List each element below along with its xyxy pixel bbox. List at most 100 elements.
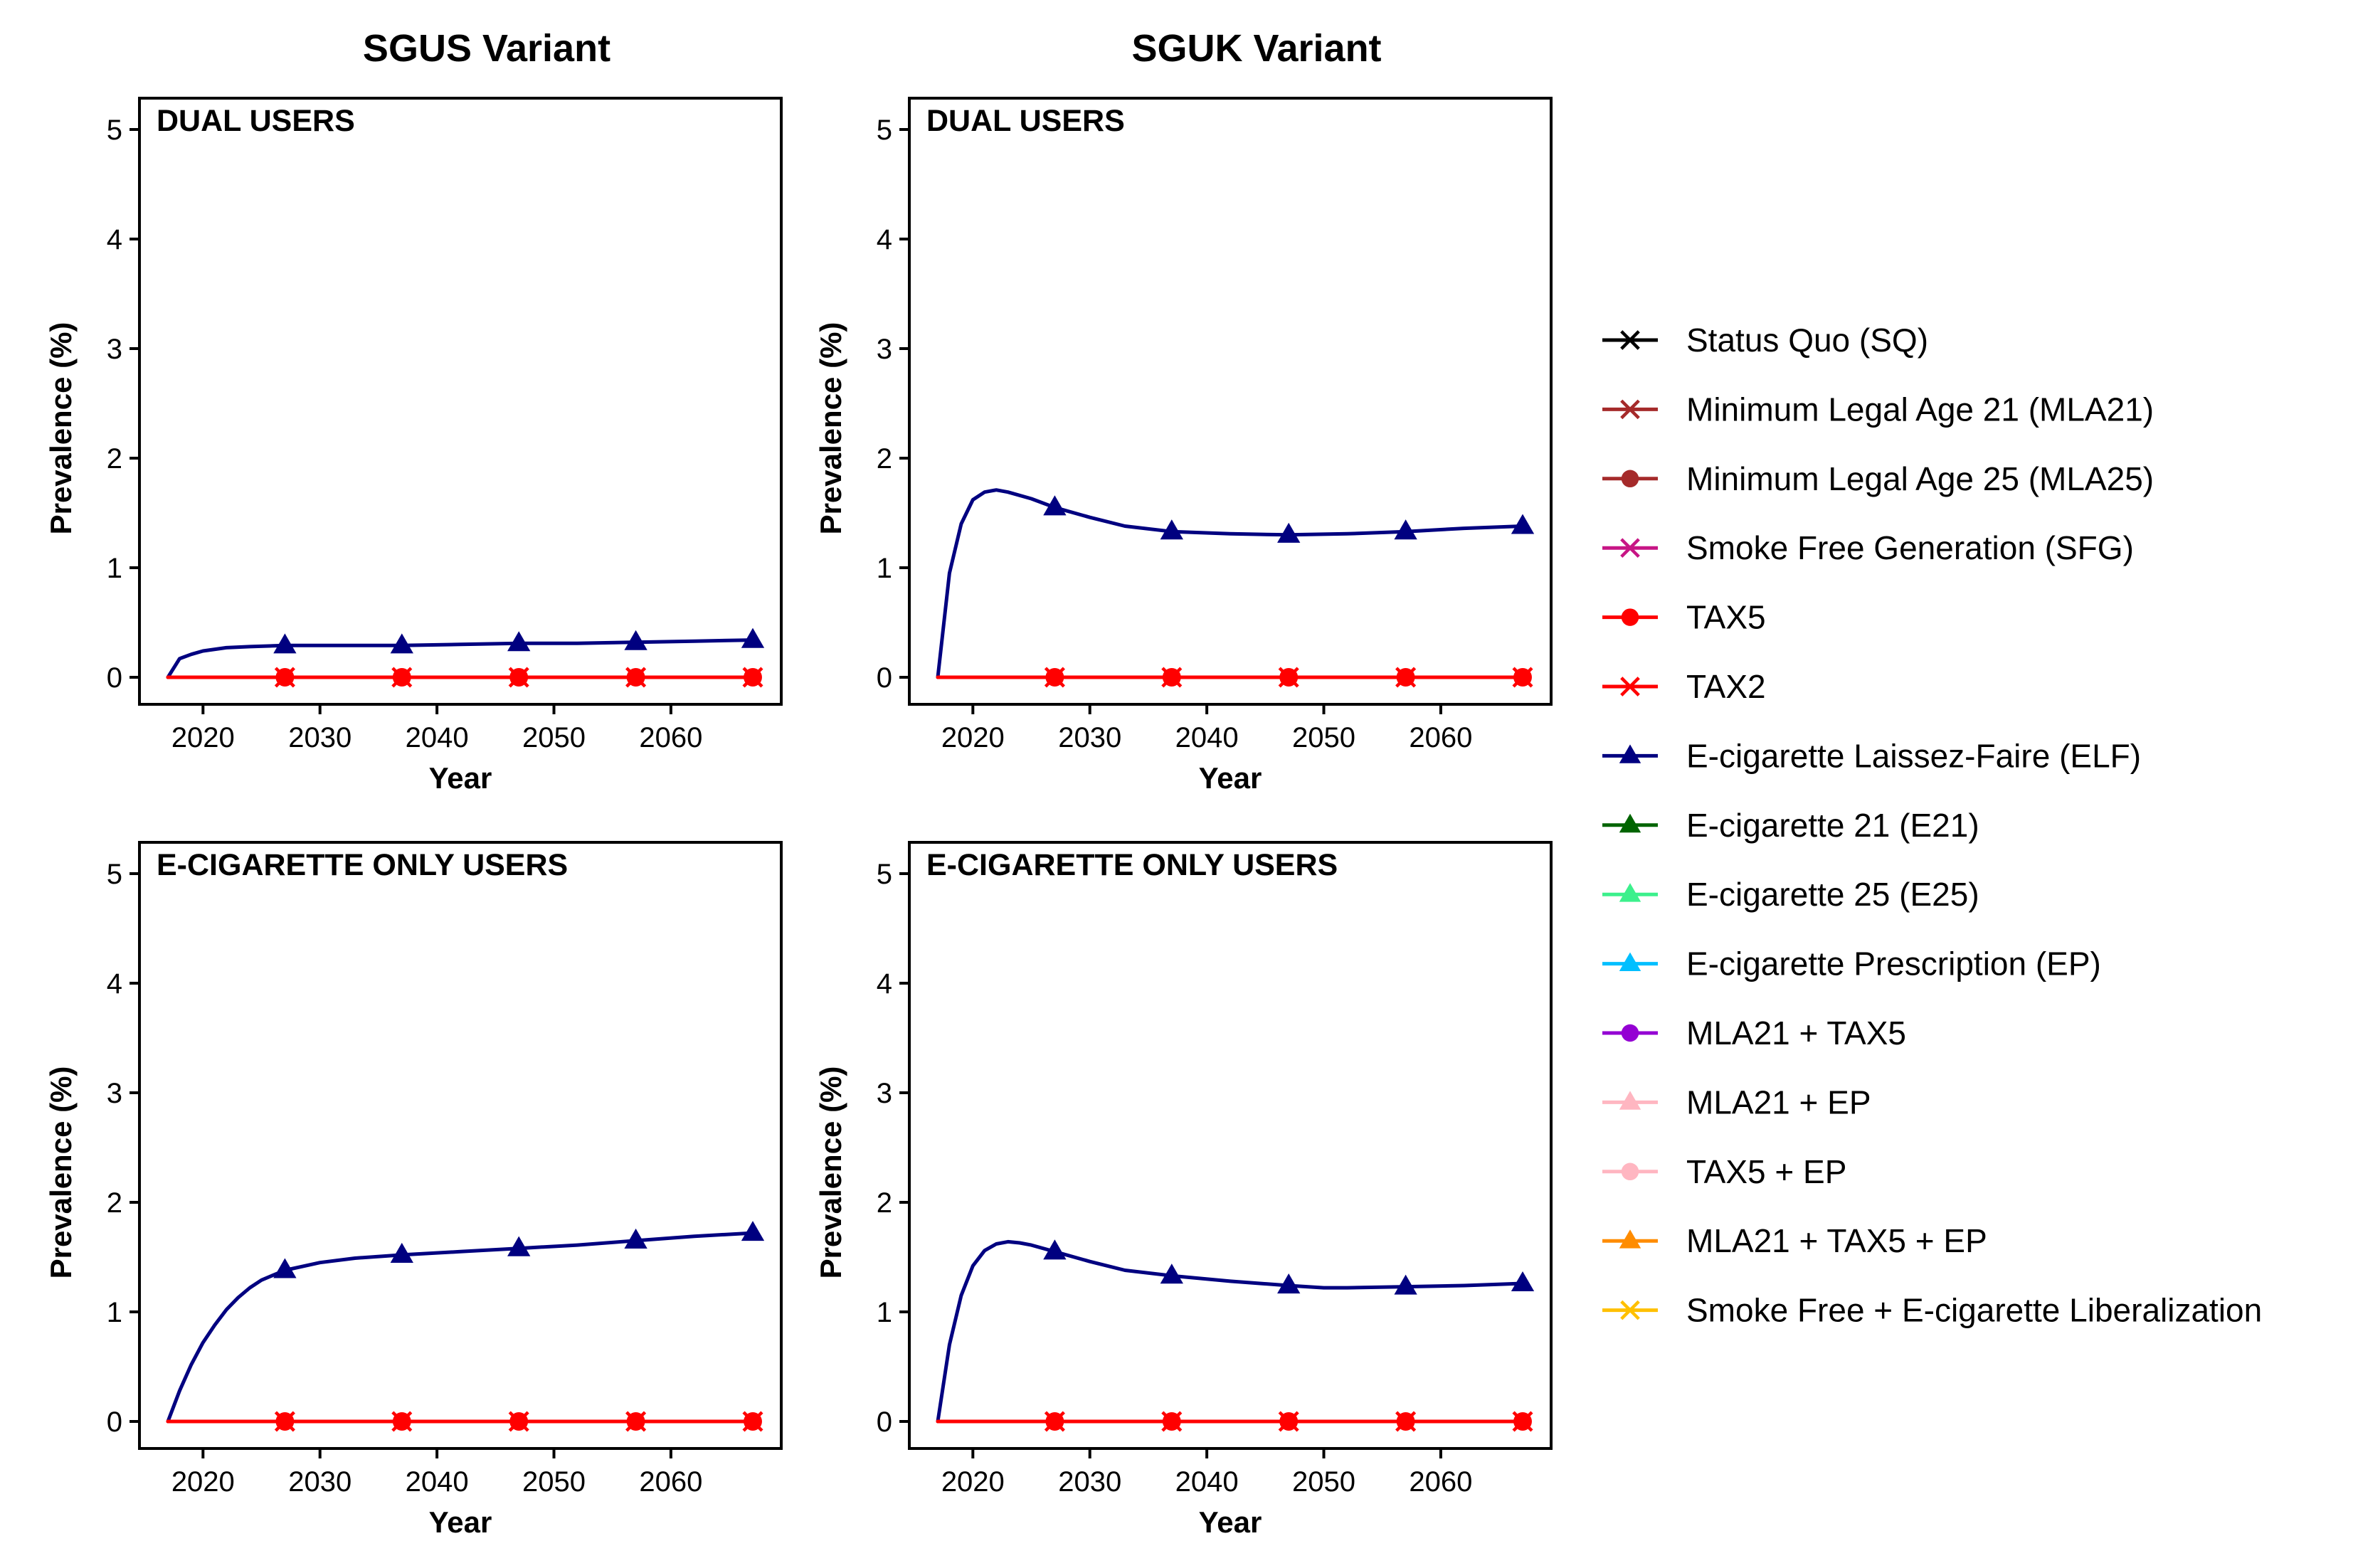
panel-1: DUAL USERS 0 1 2 3 4 5 2020 2030 2040 2050 2060 Year… (44, 97, 783, 795)
panel-title: E-CIGARETTE ONLY USERS (926, 848, 1338, 882)
panel-4: E-CIGARETTE ONLY USERS 0 1 2 3 4 5 2020 2030 2040… (814, 841, 1553, 1539)
legend: Status Quo (SQ) Minimum Legal Age 21 (MLA… (1602, 322, 2262, 1329)
panel-title: DUAL USERS (926, 104, 1125, 138)
x-axis-title: Year (429, 1505, 492, 1539)
y-axis-title: Prevalence (%) (44, 1066, 78, 1279)
legend-item: MLA21 + TAX5 + EP (1602, 1222, 1987, 1259)
series-line (166, 638, 755, 679)
legend-marker (1621, 1024, 1639, 1042)
x-axis-title: Year (1199, 1505, 1262, 1539)
plot-frame (908, 841, 1553, 1450)
legend-label: E-cigarette 21 (E21) (1686, 807, 1979, 844)
data-point (741, 1221, 765, 1241)
y-tick-label: 1 (107, 553, 122, 584)
legend-label: MLA21 + TAX5 + EP (1686, 1222, 1987, 1259)
x-tick-label: 2060 (639, 722, 702, 753)
legend-item: TAX5 (1602, 599, 1766, 636)
legend-marker (1619, 1091, 1641, 1110)
legend-item: Minimum Legal Age 25 (MLA25) (1602, 460, 2154, 497)
data-point (1277, 1273, 1301, 1294)
plot-frame (138, 841, 783, 1450)
data-point (274, 1411, 295, 1432)
x-tick-label: 2040 (406, 1466, 469, 1498)
y-tick-label: 5 (877, 859, 892, 890)
legend-item: MLA21 + EP (1602, 1084, 1871, 1121)
data-point (1512, 1411, 1533, 1432)
data-point (1043, 495, 1067, 516)
panel-title: E-CIGARETTE ONLY USERS (157, 848, 568, 882)
x-tick-label: 2060 (1409, 722, 1472, 753)
data-point (1394, 519, 1417, 540)
data-point (508, 667, 529, 688)
data-point (1278, 667, 1299, 688)
series-1 (166, 627, 765, 679)
data-point (390, 633, 413, 654)
legend-item: Minimum Legal Age 21 (MLA21) (1602, 391, 2154, 428)
y-tick-label: 1 (877, 1297, 892, 1328)
y-tick-label: 4 (107, 968, 122, 1000)
y-tick-label: 0 (107, 1407, 122, 1438)
data-point (391, 667, 413, 688)
y-tick-label: 2 (877, 443, 892, 475)
series-3 (166, 1411, 763, 1432)
data-point (273, 633, 297, 654)
series-1 (936, 488, 1535, 679)
x-tick-label: 2020 (941, 1466, 1005, 1498)
series-1 (936, 1239, 1535, 1424)
y-tick-label: 1 (107, 1297, 122, 1328)
legend-item: TAX2 (1602, 668, 1766, 705)
x-tick-label: 2050 (522, 1466, 586, 1498)
legend-label: TAX5 (1686, 599, 1766, 636)
x-tick-label: 2060 (639, 1466, 702, 1498)
data-point (741, 627, 765, 648)
legend-marker (1621, 1162, 1639, 1181)
legend-marker (1619, 813, 1641, 833)
data-point (507, 631, 531, 652)
y-tick-label: 5 (107, 859, 122, 890)
series-line (936, 1239, 1525, 1424)
legend-item: E-cigarette Prescription (EP) (1602, 945, 2101, 982)
legend-item: MLA21 + TAX5 (1602, 1015, 1906, 1051)
x-tick-label: 2030 (1058, 722, 1121, 753)
series-1 (166, 1221, 765, 1424)
x-tick-label: 2060 (1409, 1466, 1472, 1498)
data-point (625, 667, 647, 688)
x-tick-label: 2020 (171, 1466, 235, 1498)
y-tick-label: 1 (877, 553, 892, 584)
legend-item: TAX5 + EP (1602, 1153, 1846, 1190)
legend-label: Minimum Legal Age 21 (MLA21) (1686, 391, 2154, 428)
y-tick-label: 0 (107, 662, 122, 694)
data-point (1043, 1239, 1067, 1260)
y-axis-title: Prevalence (%) (814, 322, 847, 535)
column-title-sguk: SGUK Variant (1131, 27, 1381, 70)
data-point (624, 1228, 647, 1249)
panel-2: DUAL USERS 0 1 2 3 4 5 2020 2030 2040 2050 2060 Year… (814, 97, 1553, 795)
series-line (936, 488, 1525, 679)
data-point (273, 1258, 297, 1278)
y-tick-label: 4 (877, 968, 892, 1000)
y-tick-label: 5 (877, 115, 892, 146)
x-axis-title: Year (1199, 761, 1262, 795)
data-point (1511, 1271, 1535, 1292)
x-tick-label: 2040 (1175, 1466, 1239, 1498)
data-point (1161, 1411, 1183, 1432)
legend-marker (1620, 677, 1640, 696)
panel-3: E-CIGARETTE ONLY USERS 0 1 2 3 4 5 2020 2030 2040… (44, 841, 783, 1539)
legend-label: TAX2 (1686, 668, 1766, 705)
legend-marker (1619, 952, 1641, 971)
x-tick-label: 2040 (406, 722, 469, 753)
x-tick-label: 2030 (288, 722, 351, 753)
legend-marker (1620, 1300, 1640, 1320)
x-tick-label: 2030 (1058, 1466, 1121, 1498)
legend-item: E-cigarette 25 (E25) (1602, 876, 1979, 913)
data-point (1160, 1264, 1183, 1284)
legend-marker (1621, 608, 1639, 626)
legend-marker (1620, 399, 1640, 420)
y-axis-title: Prevalence (%) (44, 322, 78, 535)
legend-item: Status Quo (SQ) (1602, 322, 1928, 359)
y-tick-label: 0 (877, 662, 892, 694)
legend-label: Status Quo (SQ) (1686, 322, 1928, 359)
y-tick-label: 4 (107, 224, 122, 255)
legend-item: Smoke Free Generation (SFG) (1602, 529, 2134, 566)
